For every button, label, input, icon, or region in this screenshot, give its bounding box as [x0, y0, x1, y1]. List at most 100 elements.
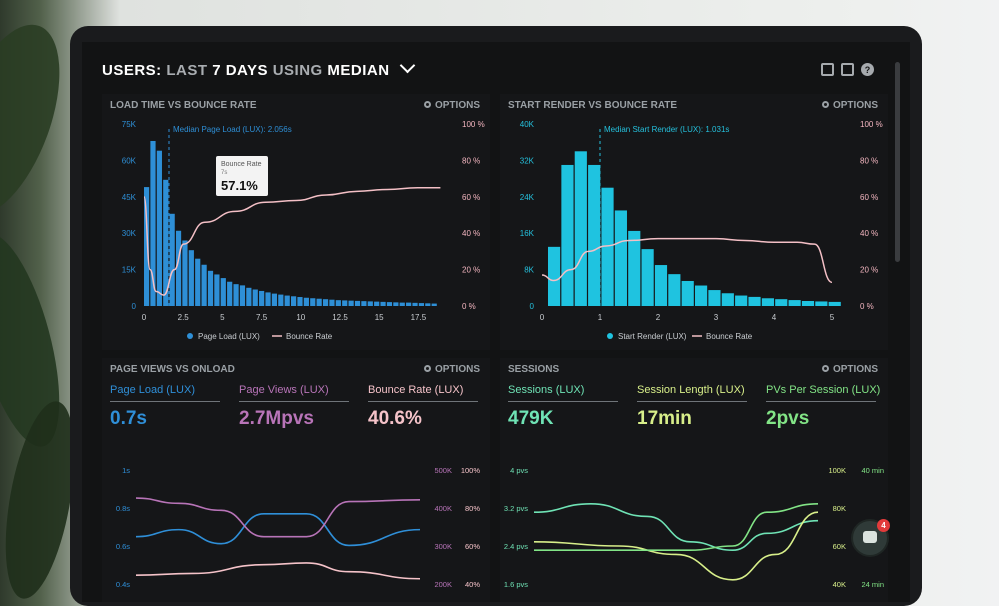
dashboard-title[interactable]: USERS: LAST 7 DAYS USING MEDIAN	[102, 57, 892, 79]
y2-tick-label: 80 %	[462, 156, 480, 165]
y2-tick-label: 40 %	[462, 229, 480, 238]
gear-icon	[821, 101, 829, 108]
panel-page-views: PAGE VIEWS VS ONLOAD OPTIONS Page Load (…	[102, 358, 490, 602]
y-tick-label: 0	[132, 302, 137, 311]
bar	[195, 258, 201, 306]
dashboard-screen: USERS: LAST 7 DAYS USING MEDIAN ? LOAD T…	[82, 42, 910, 602]
series-line	[135, 562, 421, 580]
bar	[748, 296, 761, 306]
bar	[412, 302, 418, 306]
bar	[156, 150, 162, 306]
bar	[828, 301, 841, 306]
share-icon[interactable]	[841, 63, 854, 76]
y2-tick-label: 100K	[828, 466, 846, 475]
panel-header: START RENDER VS BOUNCE RATE OPTIONS	[508, 100, 878, 116]
bar	[614, 210, 627, 306]
bar	[601, 187, 614, 306]
monitor-icon[interactable]	[821, 63, 834, 76]
panel-load-time: LOAD TIME VS BOUNCE RATE OPTIONS 0 15K 30K…	[102, 94, 490, 350]
bar	[329, 299, 335, 306]
x-tick-label: 5	[830, 313, 835, 322]
options-button[interactable]: OPTIONS	[423, 100, 480, 111]
y2-tick-label: 0 %	[462, 302, 476, 311]
bar	[641, 249, 654, 306]
bar	[278, 294, 284, 306]
bar	[316, 298, 322, 306]
bar	[548, 246, 561, 306]
series-line	[135, 497, 421, 538]
metric-card[interactable]: PVs Per Session (LUX) 2pvs	[766, 384, 880, 430]
y3-tick-label: 40%	[465, 580, 480, 589]
legend-swatch	[607, 333, 613, 339]
legend-label: Page Load (LUX)	[198, 332, 260, 341]
metric-card[interactable]: Page Views (LUX) 2.7Mpvs	[239, 384, 349, 430]
bar	[310, 298, 316, 306]
panel-start-render: START RENDER VS BOUNCE RATE OPTIONS 0 8K 1…	[500, 94, 888, 350]
title-median: MEDIAN	[327, 62, 390, 79]
series-line	[533, 511, 819, 581]
title-last: LAST	[166, 62, 208, 79]
y-tick-label: 30K	[122, 229, 137, 238]
bar	[201, 264, 207, 306]
scrollbar[interactable]	[895, 62, 900, 262]
bar	[291, 296, 297, 306]
y2-tick-label: 200K	[434, 580, 452, 589]
bar	[761, 298, 774, 306]
x-tick-label: 4	[772, 313, 777, 322]
legend-swatch	[187, 333, 193, 339]
y2-tick-label: 60 %	[860, 193, 878, 202]
y2-tick-label: 80K	[833, 504, 846, 513]
bar	[425, 303, 431, 306]
bar	[695, 285, 708, 306]
legend-label: Bounce Rate	[286, 332, 333, 341]
metric-value: 0.7s	[110, 408, 147, 429]
page-views-chart: 0.4s 0.6s 0.8s 1s 200K 300K 400K 500K 40% 60% 80% 1…	[116, 466, 481, 589]
metric-card[interactable]: Bounce Rate (LUX) 40.6%	[368, 384, 478, 430]
metric-card[interactable]: Sessions (LUX) 479K	[508, 384, 618, 430]
y2-tick-label: 0 %	[860, 302, 874, 311]
y2-tick-label: 100 %	[462, 120, 485, 129]
median-annotation: Median Page Load (LUX): 2.056s	[173, 125, 292, 134]
x-tick-label: 2.5	[178, 313, 190, 322]
y2-tick-label: 20 %	[860, 266, 878, 275]
y2-tick-label: 60K	[833, 542, 846, 551]
title-days: 7 DAYS	[212, 62, 269, 79]
help-icon[interactable]: ?	[861, 63, 874, 76]
bar	[259, 290, 265, 306]
bar	[207, 270, 214, 306]
series-line	[534, 502, 819, 552]
options-button[interactable]: OPTIONS	[821, 364, 878, 375]
y-tick-label: 3.2 pvs	[504, 504, 528, 513]
y2-tick-label: 60 %	[462, 193, 480, 202]
metric-card[interactable]: Session Length (LUX) 17min	[637, 384, 747, 430]
chevron-down-icon[interactable]	[399, 57, 416, 74]
x-tick-label: 12.5	[332, 313, 348, 322]
options-button[interactable]: OPTIONS	[821, 100, 878, 111]
bar	[431, 303, 437, 306]
y-tick-label: 1s	[122, 466, 130, 475]
bar	[393, 302, 399, 306]
bar	[335, 300, 341, 306]
bar	[220, 278, 226, 306]
tooltip-sub: 7s	[221, 170, 227, 176]
metric-card[interactable]: Page Load (LUX) 0.7s	[110, 384, 220, 430]
panel-title: START RENDER VS BOUNCE RATE	[508, 100, 678, 111]
bar	[721, 293, 734, 306]
bar	[406, 302, 412, 306]
x-tick-label: 5	[220, 313, 225, 322]
title-prefix: USERS:	[102, 62, 162, 79]
y-tick-label: 8K	[524, 266, 534, 275]
metric-label: Session Length (LUX)	[637, 384, 747, 402]
bar	[708, 290, 721, 306]
panel-header: LOAD TIME VS BOUNCE RATE OPTIONS	[110, 100, 480, 116]
bar	[239, 285, 246, 306]
options-button[interactable]: OPTIONS	[423, 364, 480, 375]
bar	[227, 281, 233, 306]
x-tick-label: 1	[598, 313, 603, 322]
tooltip-title: Bounce Rate	[221, 161, 262, 168]
metric-value: 40.6%	[368, 408, 422, 429]
bar	[348, 300, 354, 306]
panel-header: PAGE VIEWS VS ONLOAD OPTIONS	[110, 364, 480, 380]
y-tick-label: 32K	[520, 156, 535, 165]
bar	[361, 301, 367, 306]
